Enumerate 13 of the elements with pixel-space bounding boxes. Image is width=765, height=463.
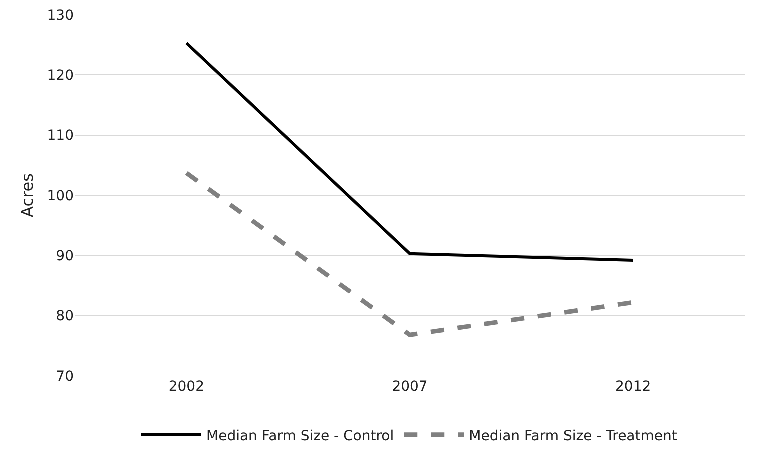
y-tick-label: 120 (47, 68, 74, 84)
y-tick-label: 130 (47, 8, 74, 24)
y-axis-title: Acres (18, 174, 37, 218)
y-tick-label: 80 (56, 308, 74, 325)
y-tick-label: 90 (56, 248, 74, 265)
x-tick-label: 2007 (392, 379, 428, 395)
y-tick-label: 110 (47, 128, 74, 144)
x-tick-label: 2012 (616, 379, 652, 395)
legend-label: Median Farm Size - Treatment (469, 428, 678, 444)
x-tick-label: 2002 (168, 379, 204, 395)
legend-label: Median Farm Size - Control (206, 428, 394, 444)
y-tick-label: 70 (56, 368, 74, 385)
y-tick-label: 100 (47, 188, 74, 204)
